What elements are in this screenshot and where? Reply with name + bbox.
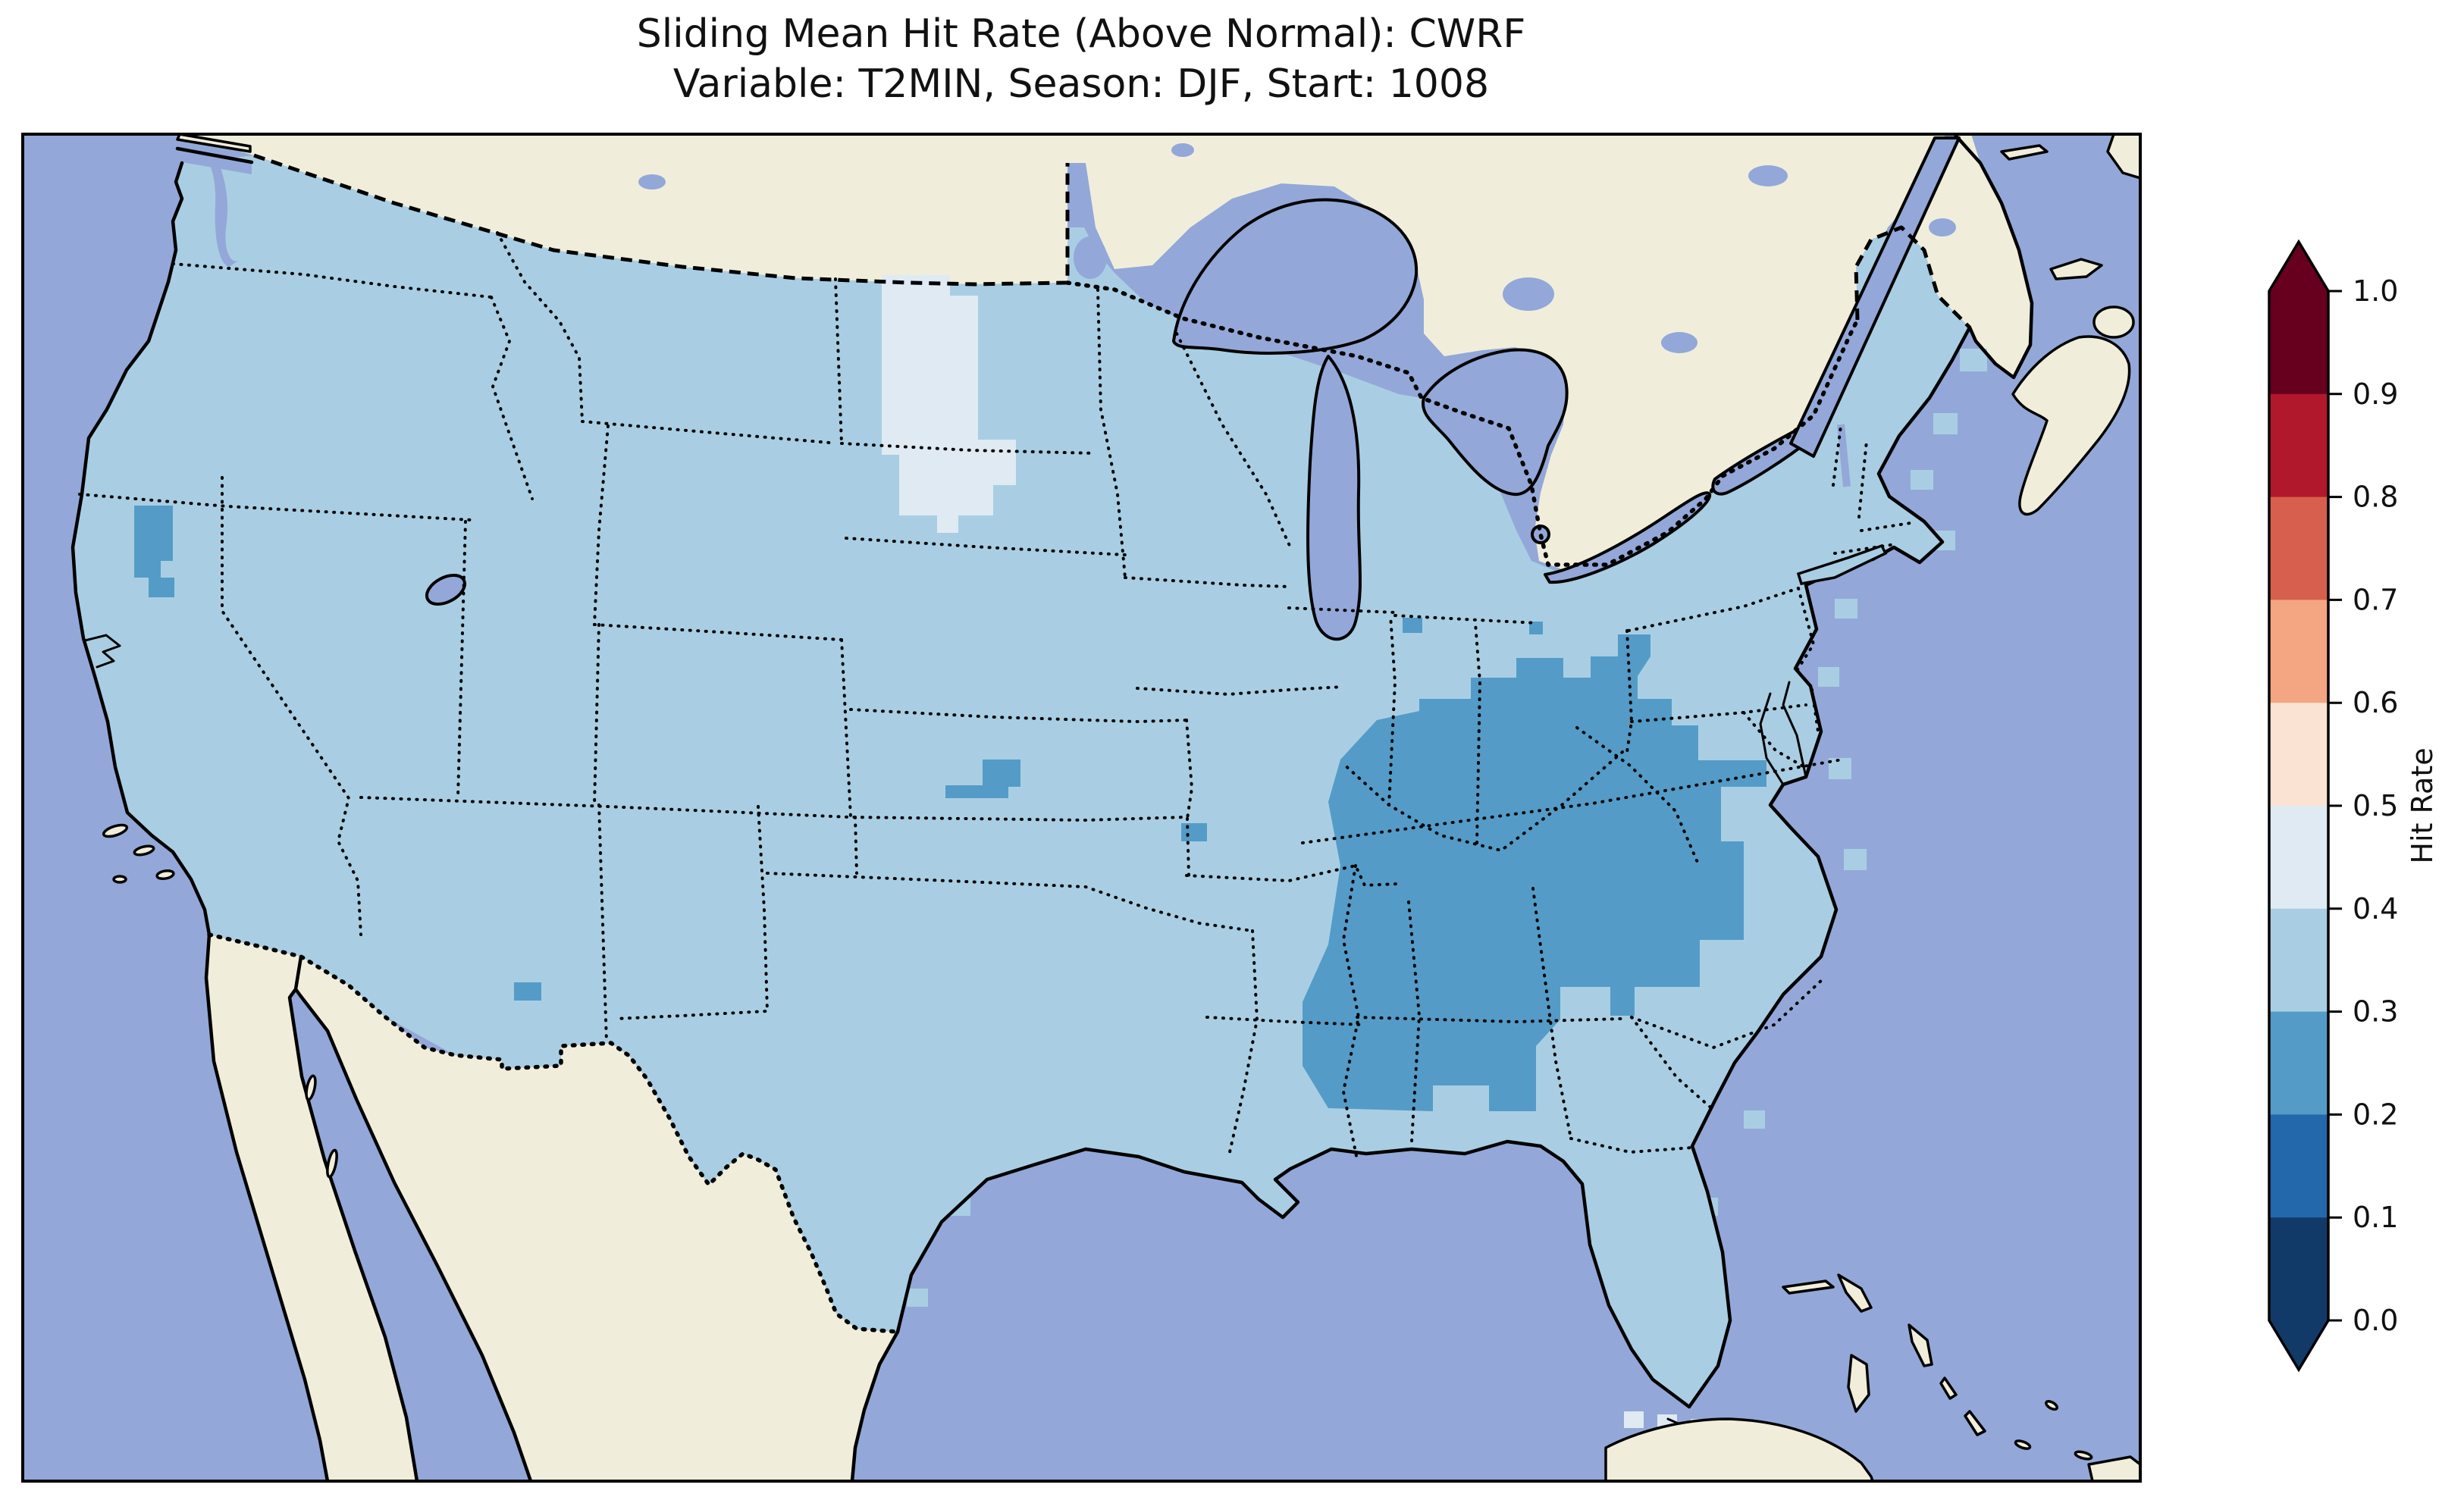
- lake-michigan: [1306, 355, 1362, 641]
- colorbar-bin-0.6-0.7: [2269, 600, 2328, 703]
- islands: [102, 134, 2140, 1481]
- colorbar-tick-label: 0.2: [2353, 1098, 2398, 1131]
- colorbar-tick-label: 0.8: [2353, 481, 2398, 514]
- sf-bay: [83, 634, 121, 669]
- dark-patch-california-sierra: [134, 506, 174, 597]
- colorbar-tick-label: 1.0: [2353, 274, 2398, 308]
- international-borders: [207, 153, 1971, 1334]
- newfoundland-corner: [2106, 134, 2140, 180]
- colorbar-bins: [2269, 291, 2328, 1321]
- colorbar-axis-label: Hit Rate: [2406, 747, 2439, 863]
- channel-islands: [102, 823, 175, 884]
- colorbar-bin-0.7-0.8: [2269, 496, 2328, 600]
- pacific-coast: [71, 146, 254, 937]
- colorbar-extend-above-arrow: [2269, 242, 2328, 291]
- colorbar-bin-0.2-0.3: [2269, 1011, 2328, 1115]
- colorbar-ticks: 1.0 0.9 0.8 0.7 0.6 0.5 0.4 0.3 0.2 0.1 0.0: [2328, 274, 2398, 1337]
- colorbar-tick-label: 0.6: [2353, 686, 2398, 719]
- us-canada-border-west: [253, 153, 1070, 287]
- lake-erie: [1544, 491, 1712, 584]
- colorbar-bin-0.1-0.2: [2269, 1114, 2328, 1218]
- colorbar-tick-label: 0.0: [2353, 1304, 2398, 1337]
- prince-edward-island: [2049, 258, 2103, 280]
- lake-champlain: [1837, 424, 1851, 487]
- plot-title-line2: Variable: T2MIN, Season: DJF, Start: 100…: [673, 61, 1489, 107]
- gulf-california-islands: [305, 1074, 338, 1179]
- bahamas: [1782, 1273, 2093, 1461]
- dark-cell-indiana: [1403, 618, 1422, 633]
- mexico-mainland: [296, 957, 898, 1481]
- hispaniola-corner: [2087, 1455, 2140, 1481]
- colorbar-tick-label: 0.4: [2353, 892, 2398, 926]
- chesapeake-bay: [1759, 681, 1807, 786]
- lake-huron: [1422, 348, 1569, 496]
- lake-superior: [1172, 198, 1419, 355]
- light-patch-north-dakota: [882, 275, 1016, 533]
- dark-cell-south-kansas: [1181, 823, 1207, 841]
- great-salt-lake: [425, 574, 466, 606]
- anticosti-island: [2000, 144, 2049, 161]
- colorbar-bin-0.8-0.9: [2269, 393, 2328, 498]
- colorbar-tick-label: 0.1: [2353, 1201, 2398, 1234]
- vancouver-island-sliver: [176, 134, 252, 153]
- colorbar: 1.0 0.9 0.8 0.7 0.6 0.5 0.4 0.3 0.2 0.1 0.0 Hit Ra…: [2268, 239, 2439, 1373]
- gulf-of-california-coast: [287, 954, 533, 1481]
- colorbar-extend-below-arrow: [2269, 1320, 2328, 1370]
- colorbar-tick-label: 0.7: [2353, 583, 2398, 616]
- colorbar-bin-0.0-0.1: [2269, 1217, 2328, 1321]
- canada-land: [180, 134, 1945, 578]
- lakes: [177, 136, 1961, 641]
- us-canada-border-maine: [1854, 225, 1971, 329]
- state-borders: [78, 231, 1912, 1161]
- baja-pacific-coast: [204, 932, 330, 1481]
- colorbar-bin-0.5-0.6: [2269, 703, 2328, 807]
- cape-breton: [2093, 305, 2135, 339]
- cuba: [1604, 1417, 1874, 1481]
- plot-title-line1: Sliding Mean Hit Rate (Above Normal): CW…: [637, 11, 1526, 57]
- map-frame: [21, 133, 2142, 1483]
- dark-cell-new-mexico: [514, 982, 541, 1001]
- colorbar-tick-label: 0.9: [2353, 377, 2398, 411]
- dark-patch-kansas-cluster: [945, 760, 1020, 798]
- us-canada-border-lakes: [1065, 280, 1860, 567]
- us-mexico-border: [207, 932, 900, 1334]
- colorbar-tick-label: 0.5: [2353, 789, 2398, 822]
- canada-atlantic-coast: [1952, 134, 2034, 380]
- colorbar-tick-label: 0.3: [2353, 995, 2398, 1029]
- nova-scotia: [2011, 335, 2131, 516]
- dark-cell-ohio: [1529, 622, 1543, 634]
- dark-patch-ohio-valley-appalachians: [1303, 634, 1766, 1111]
- mexico-baja: [206, 935, 417, 1481]
- colorbar-bin-0.9-1.0: [2269, 291, 2328, 395]
- puget-sound: [208, 161, 238, 267]
- map-axes: [21, 133, 2142, 1483]
- long-island: [1796, 543, 1888, 585]
- colorbar-bin-0.3-0.4: [2269, 908, 2328, 1013]
- mexico-gulf-coast: [850, 1330, 900, 1481]
- colorbar-bin-0.4-0.5: [2269, 806, 2328, 910]
